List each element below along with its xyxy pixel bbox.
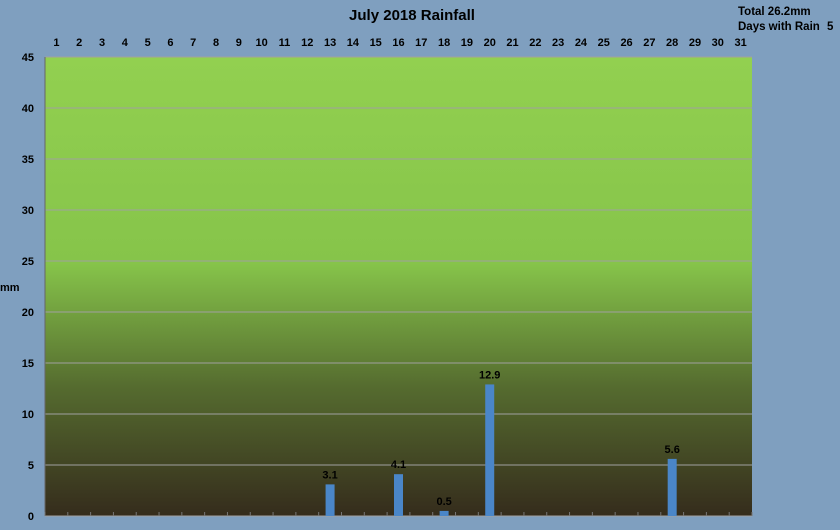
bar-day-20 <box>485 384 495 516</box>
bar-day-16 <box>394 474 403 516</box>
x-tick-label: 13 <box>324 37 336 49</box>
data-label-day-20: 12.9 <box>479 369 500 381</box>
y-tick-label: 45 <box>22 52 34 64</box>
y-tick-label: 25 <box>22 256 34 268</box>
x-tick-label: 5 <box>145 37 151 49</box>
x-tick-label: 30 <box>712 37 724 49</box>
x-tick-label: 3 <box>99 37 105 49</box>
x-tick-label: 15 <box>370 37 382 49</box>
x-tick-label: 8 <box>213 37 219 49</box>
y-tick-label: 0 <box>28 511 34 523</box>
x-tick-label: 20 <box>484 37 496 49</box>
y-tick-label: 10 <box>22 409 34 421</box>
plot-area <box>45 57 752 516</box>
bars <box>325 384 677 516</box>
x-tick-label: 23 <box>552 37 564 49</box>
x-tick-labels: 1 2 3 4 5 6 7 8 9 10 11 12 13 14 15 16 17 18 19 20 21 22 23 24 2… <box>53 37 746 49</box>
y-tick-label: 5 <box>28 460 34 472</box>
x-tick-label: 19 <box>461 37 473 49</box>
data-label-day-16: 4.1 <box>391 459 406 471</box>
x-tick-label: 24 <box>575 37 588 49</box>
x-tick-label: 6 <box>167 37 173 49</box>
total-rainfall: Total 26.2mm <box>738 6 811 18</box>
x-tick-label: 28 <box>666 37 678 49</box>
y-tick-label: 15 <box>22 358 34 370</box>
x-tick-label: 16 <box>392 37 404 49</box>
x-tick-label: 29 <box>689 37 701 49</box>
x-tick-label: 22 <box>529 37 541 49</box>
x-tick-label: 27 <box>643 37 655 49</box>
y-tick-labels: 0 5 10 15 20 25 30 35 40 45 <box>22 52 34 523</box>
x-tick-label: 12 <box>301 37 313 49</box>
x-tick-label: 9 <box>236 37 242 49</box>
x-tick-label: 21 <box>506 37 518 49</box>
x-tick-label: 26 <box>620 37 632 49</box>
data-labels: 3.1 4.1 0.5 12.9 5.6 <box>322 369 679 507</box>
x-tick-label: 17 <box>415 37 427 49</box>
x-tick-label: 7 <box>190 37 196 49</box>
y-tick-label: 40 <box>22 103 34 115</box>
y-tick-label: 20 <box>22 307 34 319</box>
y-tick-label: 30 <box>22 205 34 217</box>
data-label-day-13: 3.1 <box>322 469 337 481</box>
x-tick-label: 10 <box>256 37 268 49</box>
x-tick-label: 14 <box>347 37 360 49</box>
bar-day-13 <box>325 484 335 516</box>
x-tick-label: 2 <box>76 37 82 49</box>
x-tick-label: 25 <box>598 37 610 49</box>
days-with-rain: Days with Rain 5 <box>738 21 834 33</box>
grid-lines <box>44 56 753 517</box>
y-tick-label: 35 <box>22 154 34 166</box>
data-label-day-18: 0.5 <box>436 496 451 508</box>
x-tick-label: 4 <box>122 37 129 49</box>
data-label-day-28: 5.6 <box>665 444 680 456</box>
x-tick-label: 11 <box>279 37 291 49</box>
x-tick-label: 31 <box>734 37 746 49</box>
bar-day-28 <box>667 458 677 516</box>
y-axis-label: mm <box>0 282 20 294</box>
chart-title: July 2018 Rainfall <box>349 7 475 24</box>
x-tick-label: 18 <box>438 37 450 49</box>
bar-day-18 <box>439 510 449 516</box>
x-tick-label: 1 <box>53 37 59 49</box>
days-with-rain-value: 5 <box>827 21 834 33</box>
days-with-rain-label: Days with Rain <box>738 21 820 33</box>
